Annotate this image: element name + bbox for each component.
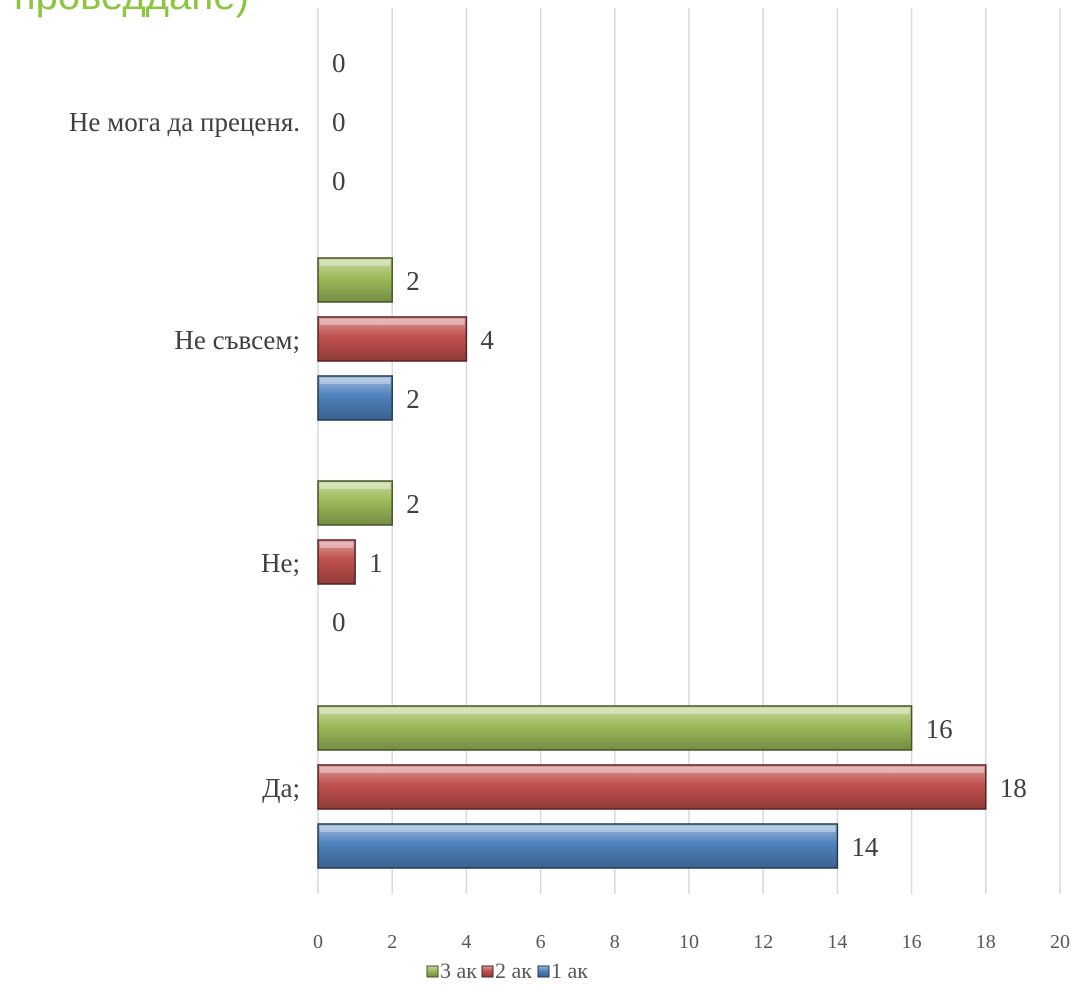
data-label: 1	[369, 548, 383, 578]
legend-swatch	[481, 965, 494, 978]
data-label: 16	[926, 714, 953, 744]
bar-highlight	[320, 826, 836, 832]
x-tick-label: 0	[313, 931, 323, 953]
category-label: Не;	[261, 548, 300, 578]
data-label: 0	[332, 107, 346, 137]
data-label: 18	[1000, 773, 1027, 803]
gridlines	[317, 8, 1061, 894]
x-tick-label: 6	[536, 931, 546, 953]
data-label: 0	[332, 166, 346, 196]
bar	[317, 480, 393, 526]
category-label: Да;	[262, 773, 300, 803]
x-tick-label: 2	[387, 931, 397, 953]
data-label: 0	[332, 607, 346, 637]
bar-highlight	[320, 260, 391, 266]
data-label: 4	[480, 325, 494, 355]
legend-label: 3 ак	[440, 958, 477, 983]
x-tick-label: 16	[902, 931, 922, 953]
bar-highlight	[320, 708, 910, 714]
bar-highlight	[320, 378, 391, 384]
bar	[317, 316, 468, 362]
category-label: Не мога да преценя.	[69, 107, 300, 137]
bar	[317, 539, 356, 585]
data-label: 2	[406, 489, 420, 519]
bar	[317, 375, 393, 421]
legend-swatch	[426, 965, 439, 978]
chart-title: проведдане)	[14, 0, 249, 19]
x-tick-label: 14	[827, 931, 847, 953]
bars	[317, 257, 987, 869]
bar	[317, 764, 987, 810]
bar	[317, 823, 839, 869]
data-label: 2	[406, 384, 420, 414]
data-label: 0	[332, 48, 346, 78]
data-label: 2	[406, 266, 420, 296]
x-tick-label: 10	[679, 931, 699, 953]
bar	[317, 257, 393, 303]
data-label: 14	[851, 832, 879, 862]
x-tick-label: 8	[610, 931, 620, 953]
legend: 3 ак 2 ак 1 ак	[426, 958, 588, 983]
x-tick-label: 12	[753, 931, 773, 953]
bar-highlight	[320, 767, 984, 773]
x-tick-label: 20	[1050, 931, 1070, 953]
legend-label: 2 ак	[495, 958, 532, 983]
bar	[317, 705, 913, 751]
legend-label: 1 ак	[551, 958, 588, 983]
bar-highlight	[320, 542, 354, 548]
category-label: Не съвсем;	[174, 325, 300, 355]
x-tick-label: 18	[976, 931, 996, 953]
bar-highlight	[320, 483, 391, 489]
bar-highlight	[320, 319, 465, 325]
x-tick-label: 4	[461, 931, 471, 953]
legend-swatch	[537, 965, 550, 978]
